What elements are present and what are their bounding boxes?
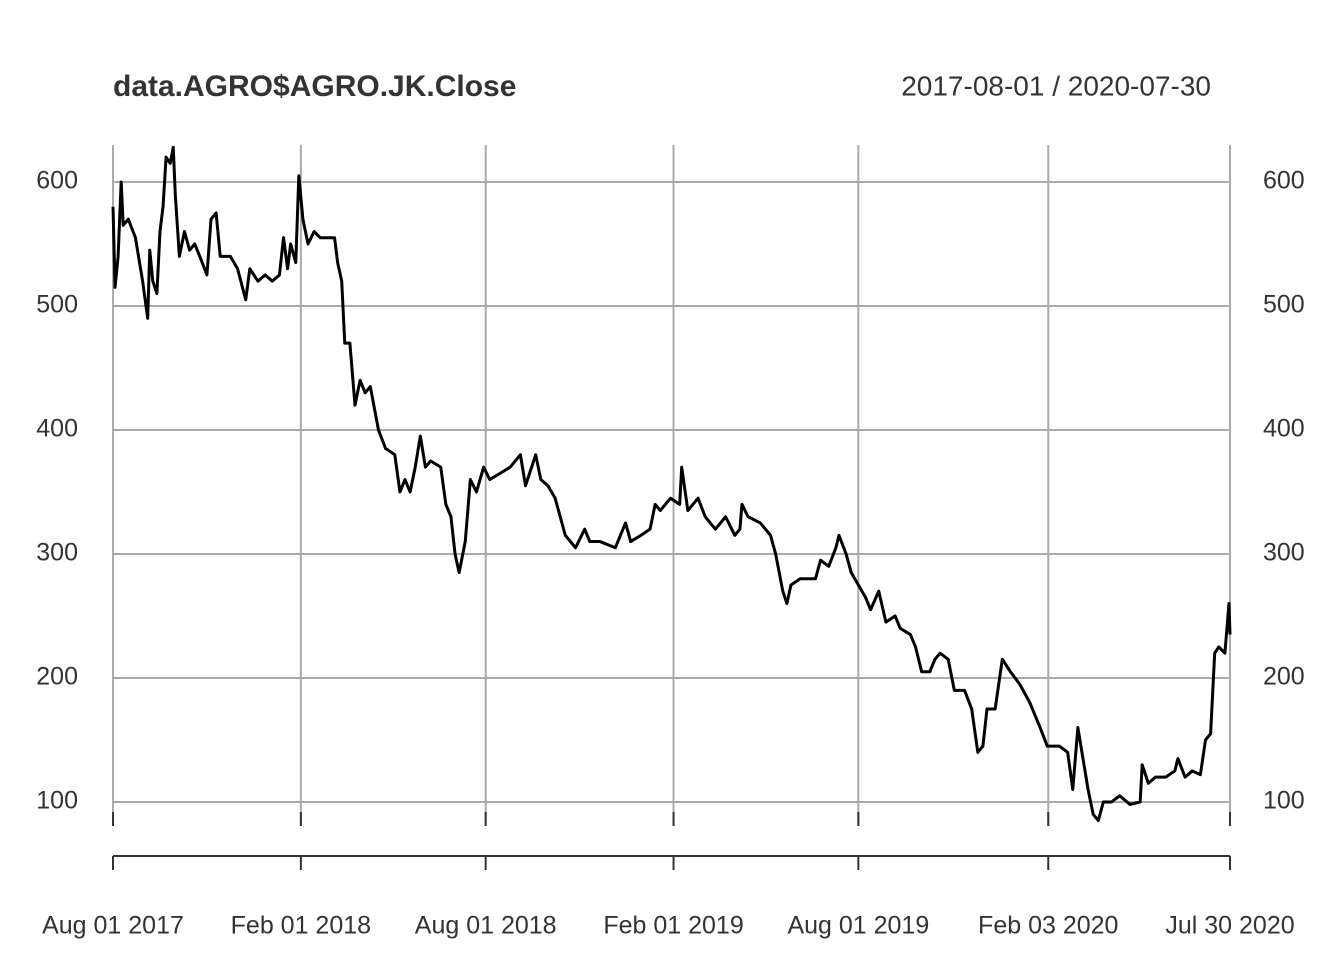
x-tick-label: Feb 03 2020 <box>978 912 1118 940</box>
x-tick-label: Jul 30 2020 <box>1165 912 1294 940</box>
y-tick-label: 200 <box>36 663 78 691</box>
y-tick-label: 500 <box>36 291 78 319</box>
x-tick-label: Aug 01 2017 <box>42 912 184 940</box>
y-tick-label: 300 <box>36 539 78 567</box>
y-tick-label: 600 <box>1263 167 1305 195</box>
y-tick-label: 400 <box>36 415 78 443</box>
y-tick-label: 300 <box>1263 539 1305 567</box>
x-tick-label: Aug 01 2018 <box>415 912 557 940</box>
y-tick-label: 600 <box>36 167 78 195</box>
price-line <box>111 145 1232 823</box>
chart-subtitle: 2017-08-01 / 2020-07-30 <box>901 70 1211 101</box>
y-tick-label: 100 <box>36 787 78 815</box>
x-tick-label: Aug 01 2019 <box>787 912 929 940</box>
y-tick-label: 400 <box>1263 415 1305 443</box>
chart-title: data.AGRO$AGRO.JK.Close <box>113 70 516 103</box>
y-tick-label: 200 <box>1263 663 1305 691</box>
y-tick-label: 500 <box>1263 291 1305 319</box>
x-tick-label: Feb 01 2019 <box>603 912 743 940</box>
y-tick-label: 100 <box>1263 787 1305 815</box>
x-tick-label: Feb 01 2018 <box>231 912 371 940</box>
